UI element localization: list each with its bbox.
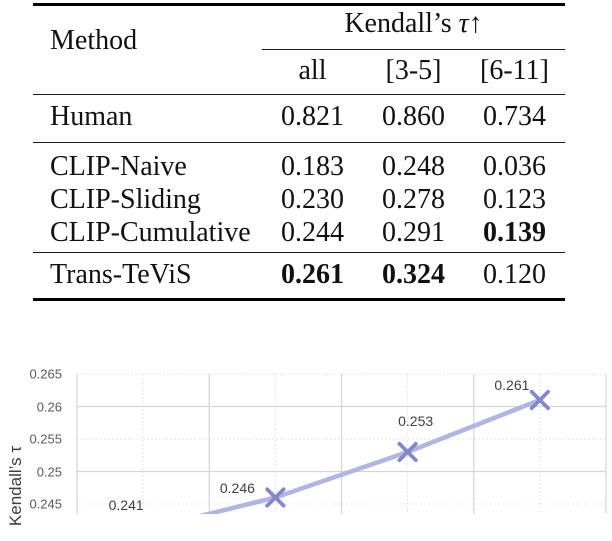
table-row-trans-tevis: Trans-TeViS 0.261 0.324 0.120 (33, 259, 565, 291)
data-point-label: 0.261 (494, 377, 530, 393)
table-subheader-row: all [3-5] [6-11] (33, 55, 565, 87)
table-midrule (33, 94, 565, 96)
table-row-human: Human 0.821 0.860 0.734 (33, 101, 565, 133)
table-midrule (33, 252, 565, 254)
method-cell: CLIP-Cumulative (50, 217, 251, 248)
x-marker-icon (397, 441, 418, 463)
value-cell-bold: 0.261 (281, 259, 344, 290)
value-cell: 0.183 (281, 151, 344, 182)
value-cell: 0.248 (382, 151, 445, 182)
table-midrule (33, 142, 565, 144)
y-axis-tick-label: 0.255 (29, 431, 62, 447)
value-cell: 0.120 (483, 259, 546, 290)
data-point-label: 0.246 (219, 479, 255, 496)
y-axis-title: Kendall’s τ (6, 445, 25, 527)
method-cell: Human (50, 101, 133, 132)
group-header-text: Kendall’s (344, 8, 459, 39)
data-point-label: 0.253 (398, 413, 434, 429)
col-header-all: all (298, 55, 327, 86)
method-cell: CLIP-Sliding (50, 184, 201, 215)
value-cell: 0.230 (281, 184, 344, 215)
col-header-3-5: [3-5] (385, 55, 442, 86)
value-cell-bold: 0.324 (382, 259, 445, 290)
y-axis-tick-label: 0.265 (29, 366, 62, 382)
table-col-method: Method (50, 25, 138, 56)
table-toprule (33, 3, 565, 6)
table-group-header: Kendall’s τ↑ (262, 8, 565, 40)
tau-symbol: τ (458, 8, 469, 39)
table-row-clip-sliding: CLIP-Sliding 0.230 0.278 0.123 (33, 184, 565, 216)
x-marker-icon (265, 487, 286, 508)
value-cell-bold: 0.139 (483, 217, 546, 248)
value-cell: 0.278 (382, 184, 445, 215)
x-marker-icon (529, 389, 550, 411)
method-cell: CLIP-Naive (50, 151, 187, 182)
value-cell: 0.291 (382, 217, 445, 248)
up-arrow-icon: ↑ (468, 8, 483, 39)
y-axis-tick-label: 0.26 (36, 399, 62, 414)
table-row-clip-naive: CLIP-Naive 0.183 0.248 0.036 (33, 151, 565, 183)
value-cell: 0.734 (483, 101, 546, 132)
y-axis-tick-label: 0.25 (36, 464, 62, 479)
y-axis-tick-label: 0.245 (29, 496, 62, 512)
table-cmidrule (262, 49, 565, 51)
value-cell: 0.244 (281, 217, 344, 248)
line-chart (76, 373, 607, 514)
table-bottomrule (33, 298, 565, 301)
table-row-clip-cumulative: CLIP-Cumulative 0.244 0.291 0.139 (33, 217, 565, 249)
value-cell: 0.036 (483, 151, 546, 182)
value-cell: 0.123 (483, 184, 546, 215)
col-header-6-11: [6-11] (480, 55, 549, 86)
value-cell: 0.860 (382, 101, 445, 132)
data-point-label: 0.241 (108, 497, 144, 513)
results-table: Kendall’s τ↑ Method all [3-5] [6-11] Hum… (33, 0, 565, 310)
value-cell: 0.821 (281, 101, 344, 132)
method-cell: Trans-TeViS (50, 259, 192, 290)
